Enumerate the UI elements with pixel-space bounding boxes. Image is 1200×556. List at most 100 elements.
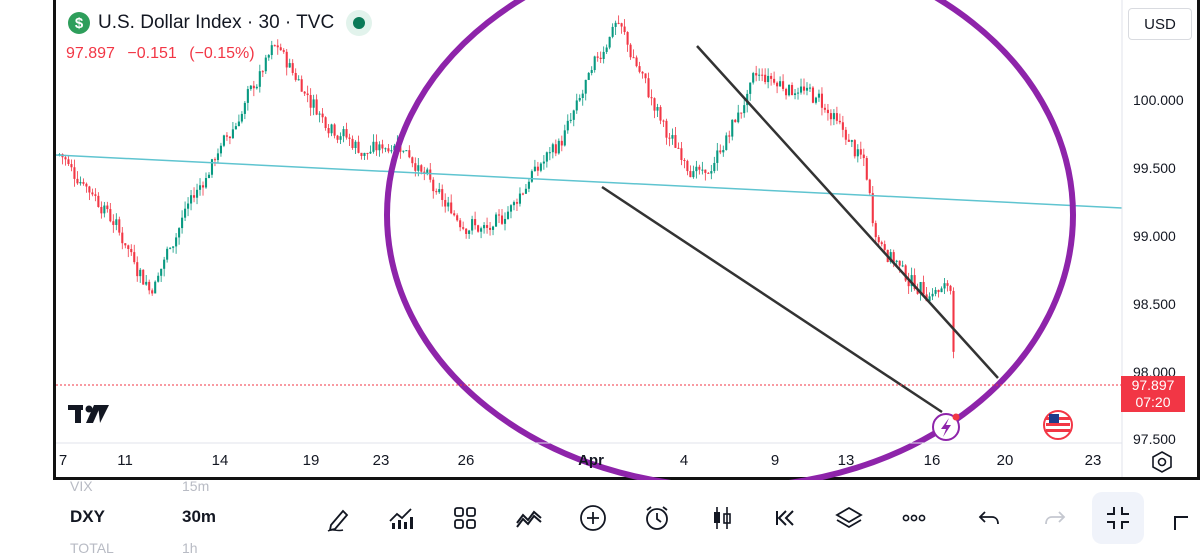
pen-icon[interactable] (320, 500, 356, 536)
candle-body (838, 120, 841, 123)
indicators-icon[interactable] (383, 500, 419, 536)
candle-body (198, 185, 202, 190)
more-icon[interactable] (896, 500, 932, 536)
candle-body (862, 154, 865, 159)
candle-body (539, 163, 542, 171)
chart-frame[interactable] (53, 0, 1200, 480)
candle-body (808, 87, 812, 89)
watchlist-symbol[interactable]: VIX (70, 478, 93, 494)
candle-body (450, 202, 453, 214)
candle-body (548, 152, 551, 154)
candle-body (330, 124, 333, 134)
circle-drawing[interactable] (384, 0, 1076, 480)
candle-body (904, 265, 907, 281)
chart-title[interactable]: U.S. Dollar Index · 30 · TVC (98, 12, 335, 33)
undo-icon[interactable] (972, 500, 1008, 536)
candle-body (348, 137, 351, 139)
watchlist-timeframe[interactable]: 15m (182, 478, 210, 494)
candle-body (856, 149, 859, 157)
us-flag-icon[interactable] (1043, 410, 1073, 440)
candle-body (444, 199, 447, 207)
y-tick: 97.500 (1133, 431, 1176, 447)
horizontal-line-drawing[interactable] (55, 154, 1123, 209)
candle-body (602, 51, 605, 60)
candle-body (118, 219, 121, 233)
candle-body (889, 252, 892, 263)
upper-trendline[interactable] (696, 45, 999, 379)
lightning-icon[interactable] (932, 413, 960, 441)
candle-body (435, 191, 438, 193)
x-tick: 16 (923, 452, 941, 469)
alert-clock-icon[interactable] (639, 500, 675, 536)
candle-body (429, 169, 432, 180)
candle-body (524, 188, 527, 194)
candle-body (130, 249, 133, 253)
candle-body (339, 136, 342, 140)
watchlist-symbol[interactable]: TOTAL (70, 540, 114, 556)
candle-body (611, 26, 614, 37)
candle-body (175, 237, 178, 247)
candle-body (204, 178, 208, 188)
fullscreen-icon[interactable] (1092, 492, 1144, 544)
candle-body (88, 186, 91, 193)
candle-body (734, 119, 737, 123)
candle-body (345, 129, 348, 138)
candle-body (569, 119, 572, 121)
candle-body (719, 150, 722, 153)
candle-body (527, 181, 530, 189)
candle-body (270, 45, 273, 56)
candle-body (919, 281, 922, 294)
candle-body (103, 205, 106, 214)
candle-body (500, 215, 504, 224)
candle-body (743, 105, 746, 114)
crop-icon[interactable] (1158, 500, 1194, 536)
chart-settings-icon[interactable] (1150, 450, 1174, 474)
candle-body (614, 22, 617, 27)
candle-body (829, 113, 832, 120)
candle-body (228, 136, 231, 139)
layers-icon[interactable] (831, 500, 867, 536)
candle-body (414, 163, 417, 171)
candle-body (139, 269, 142, 277)
candle-body (770, 75, 773, 79)
candle-body (157, 275, 160, 282)
candle-body (557, 140, 560, 154)
candle-body (477, 225, 480, 232)
candle-body (136, 262, 139, 277)
layout-grid-icon[interactable] (447, 500, 483, 536)
candle-body (820, 93, 823, 108)
active-timeframe[interactable]: 30m (182, 507, 217, 526)
candle-body (850, 140, 853, 142)
replay-icon[interactable] (767, 500, 803, 536)
candle-type-icon[interactable] (704, 500, 740, 536)
candle-body (901, 265, 904, 267)
candle-body (426, 169, 429, 174)
candle-body (671, 135, 674, 139)
candle-body (599, 57, 602, 60)
candle-body (294, 72, 297, 80)
candle-body (707, 172, 710, 174)
x-tick: 23 (1084, 452, 1102, 469)
candle-body (871, 193, 874, 224)
candle-body (832, 113, 835, 120)
candle-body (943, 283, 946, 289)
candle-body (213, 159, 217, 161)
chart-header[interactable]: $ U.S. Dollar Index · 30 · TVC (68, 10, 373, 36)
add-icon[interactable] (575, 500, 611, 536)
currency-button[interactable]: USD (1128, 8, 1192, 40)
active-symbol[interactable]: DXY (70, 507, 105, 526)
candle-body (641, 71, 644, 74)
candle-body (796, 92, 800, 94)
candle-body (390, 150, 393, 152)
lower-trendline[interactable] (601, 185, 943, 414)
candle-body (115, 219, 118, 225)
drawings-icon[interactable] (511, 500, 547, 536)
candle-body (509, 205, 513, 212)
candle-body (483, 225, 486, 229)
price-chart[interactable] (0, 0, 1200, 480)
candle-body (166, 248, 169, 260)
watchlist-timeframe[interactable]: 1h (182, 540, 198, 556)
candle-body (668, 137, 671, 139)
candle-body (438, 189, 441, 193)
candle-body (468, 230, 471, 234)
